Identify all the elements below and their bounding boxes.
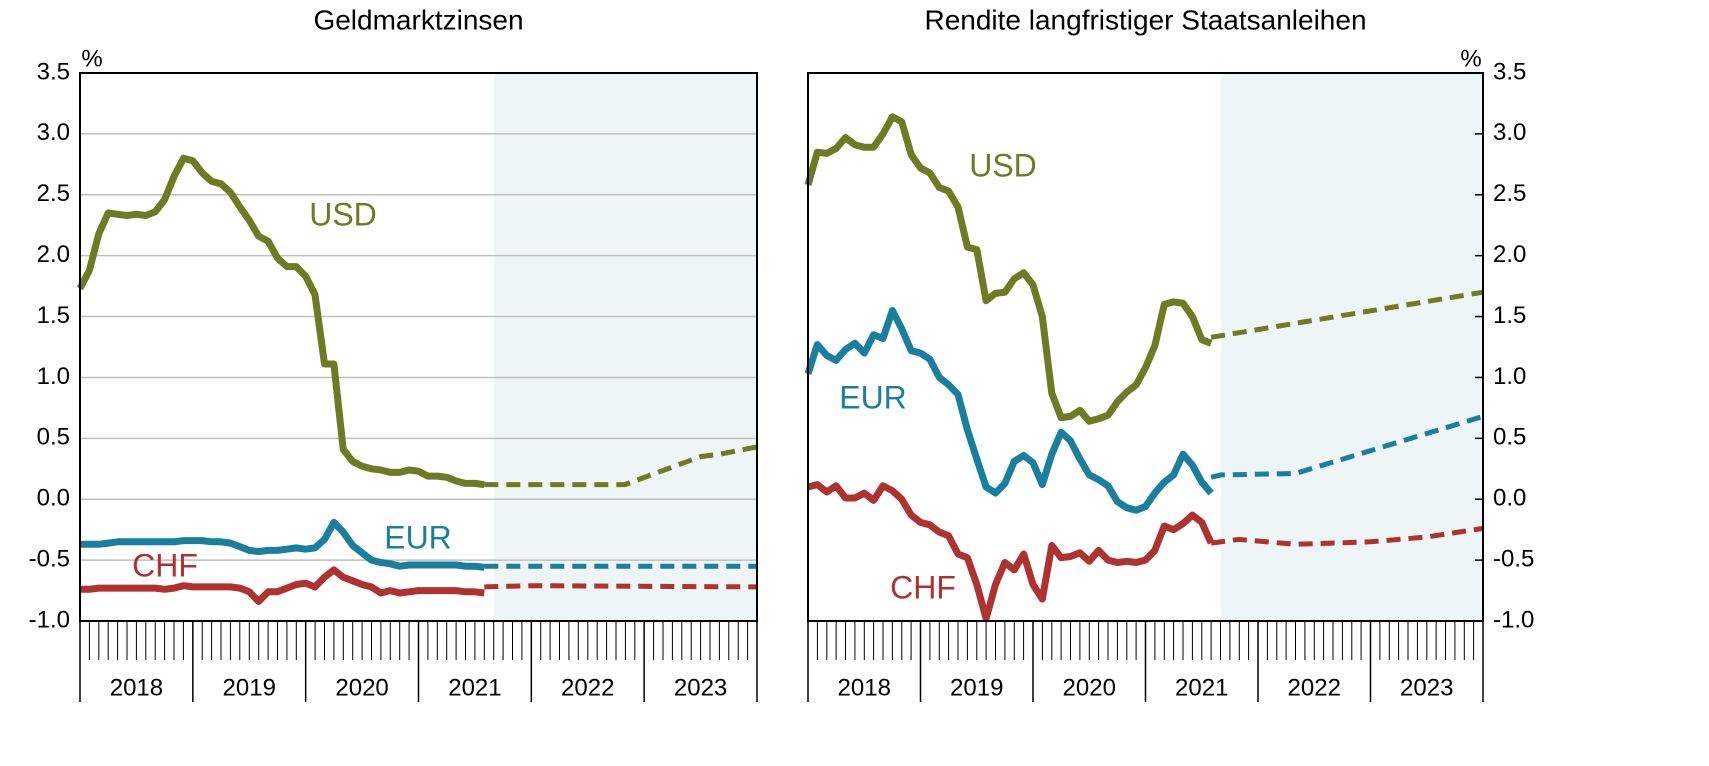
series-line	[80, 518, 485, 571]
forecast-shade	[1220, 73, 1483, 621]
series-label: USD	[309, 196, 377, 232]
y-tick-label: 0.5	[1493, 424, 1526, 451]
forecast-line	[1210, 289, 1484, 340]
forecast-shade	[494, 73, 757, 621]
month-ticks	[88, 621, 749, 660]
x-tick-label: 2021	[1175, 674, 1228, 701]
y-unit: %	[81, 45, 102, 72]
y-tick-label: -0.5	[1493, 545, 1534, 572]
y-tick-label: -1.0	[1493, 606, 1534, 633]
y-tick-label: 3.5	[37, 58, 70, 85]
x-tick-label: 2023	[674, 674, 727, 701]
y-tick-label: 1.0	[1493, 363, 1526, 390]
x-tick-label: 2019	[950, 674, 1003, 701]
series-label: EUR	[384, 519, 452, 555]
series-label: CHF	[132, 547, 198, 583]
chart-title: Rendite langfristiger Staatsanleihen	[924, 4, 1366, 35]
series-line	[76, 154, 485, 489]
y-tick-label: 0.0	[37, 485, 70, 512]
x-tick-label: 2019	[223, 674, 276, 701]
y-tick-label: 2.0	[1493, 241, 1526, 268]
y-tick-label: 2.5	[1493, 180, 1526, 207]
x-tick-label: 2021	[448, 674, 501, 701]
series-line	[80, 566, 485, 605]
chart-title: Geldmarktzinsen	[313, 4, 523, 35]
month-ticks	[816, 621, 1475, 660]
x-tick-label: 2020	[335, 674, 388, 701]
y-tick-label: 3.5	[1493, 58, 1526, 85]
x-tick-label: 2018	[838, 674, 891, 701]
y-tick-label: 3.0	[37, 119, 70, 146]
y-tick-label: 2.5	[37, 180, 70, 207]
series-label: CHF	[890, 569, 956, 605]
forecast-line	[1210, 414, 1484, 480]
y-tick-label: 1.5	[37, 302, 70, 329]
y-tick-label: 0.5	[37, 424, 70, 451]
forecast-line	[484, 444, 758, 488]
y-tick-label: -0.5	[29, 545, 70, 572]
y-tick-label: 2.0	[37, 241, 70, 268]
series-label: USD	[969, 147, 1037, 183]
y-tick-label: 3.0	[1493, 119, 1526, 146]
series-line	[804, 113, 1213, 425]
x-tick-label: 2020	[1063, 674, 1116, 701]
series-line	[804, 307, 1214, 514]
series-label: EUR	[839, 379, 907, 415]
series-line	[807, 481, 1215, 623]
y-tick-label: 0.0	[1493, 485, 1526, 512]
x-tick-label: 2022	[1288, 674, 1341, 701]
x-tick-label: 2023	[1400, 674, 1453, 701]
y-tick-label: 1.5	[1493, 302, 1526, 329]
y-tick-label: -1.0	[29, 606, 70, 633]
forecast-line	[484, 583, 758, 590]
y-unit: %	[1460, 45, 1481, 72]
x-tick-label: 2018	[110, 674, 163, 701]
x-tick-label: 2022	[561, 674, 614, 701]
forecast-line	[1210, 525, 1484, 547]
y-tick-label: 1.0	[37, 363, 70, 390]
